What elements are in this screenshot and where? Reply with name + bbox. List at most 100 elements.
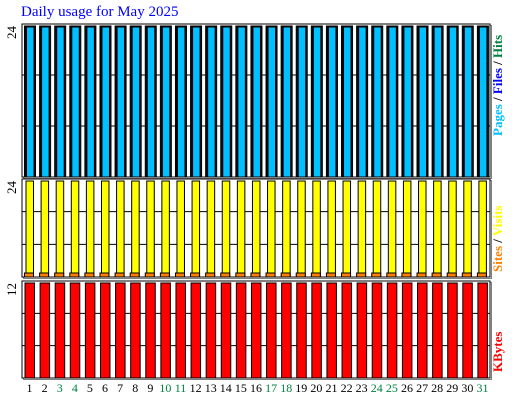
kbytes-bar <box>145 282 156 379</box>
sites-bar <box>235 272 246 278</box>
x-tick-label: 24 <box>371 381 383 395</box>
x-tick-label: 22 <box>341 381 353 395</box>
sites-bar <box>99 272 110 278</box>
legend-item: / <box>490 97 505 104</box>
kbytes-bar <box>190 282 202 379</box>
kbytes-bar <box>220 282 232 379</box>
x-tick-label: 14 <box>220 381 232 395</box>
pages-bar <box>343 26 352 178</box>
kbytes-bar <box>175 282 186 379</box>
pages-bar <box>222 26 231 178</box>
x-tick-label: 1 <box>27 381 33 395</box>
kbytes-bar <box>266 282 277 379</box>
x-tick-label: 25 <box>386 381 398 395</box>
kbytes-bar <box>235 282 247 379</box>
kbytes-bar <box>115 282 126 379</box>
x-tick-label: 5 <box>87 381 93 395</box>
sites-bar <box>24 272 34 278</box>
visits-bar <box>70 180 80 278</box>
x-tick-label: 26 <box>401 381 413 395</box>
pages-bar <box>267 26 277 178</box>
sites-bar <box>39 272 50 278</box>
legend-item: / <box>490 239 505 246</box>
sites-bar <box>476 272 487 278</box>
kbytes-bar <box>250 282 262 379</box>
sites-bar <box>69 272 80 278</box>
legends: Pages / Files / Hits Sites / Visits KBytes <box>490 35 505 372</box>
kbytes-bar <box>356 282 368 379</box>
visits-bar <box>402 180 412 278</box>
chart-title: Daily usage for May 2025 <box>21 4 179 20</box>
kbytes-bar <box>160 282 171 379</box>
pages-bar <box>176 26 186 178</box>
legend-top: Pages / Files / Hits <box>490 35 505 136</box>
visits-bar <box>312 180 321 278</box>
kbytes-bar <box>341 282 353 379</box>
sites-bar <box>159 272 170 278</box>
pages-bar <box>192 26 201 178</box>
x-tick-label: 8 <box>132 381 138 395</box>
pages-bar <box>448 26 458 178</box>
visits-bar <box>85 180 95 278</box>
pages-bar <box>41 26 50 178</box>
visits-bar <box>357 180 367 278</box>
x-tick-label: 23 <box>356 381 368 395</box>
x-tick-label: 10 <box>159 381 171 395</box>
pages-bar <box>56 26 65 178</box>
kbytes-bar <box>401 282 413 379</box>
pages-bar <box>463 26 473 178</box>
kbytes-bar <box>417 282 428 379</box>
sites-bar <box>341 272 352 278</box>
pages-bar <box>86 26 95 178</box>
pages-bar <box>146 26 156 178</box>
pages-bar <box>71 26 80 178</box>
y-tick-label: 12 <box>4 283 19 296</box>
x-tick-label: 30 <box>461 381 473 395</box>
x-tick-label: 7 <box>117 381 123 395</box>
kbytes-bar <box>69 282 81 379</box>
pages-bar <box>433 26 443 178</box>
kbytes-bar <box>39 282 51 379</box>
visits-bar <box>191 180 201 278</box>
visits-bar <box>176 180 185 278</box>
y-tick-label: 24 <box>4 26 19 40</box>
pages-bar <box>131 26 141 178</box>
sites-bar <box>250 272 261 278</box>
legend-item: / <box>490 61 505 68</box>
kbytes-bar <box>371 282 383 379</box>
sites-bar <box>144 272 155 278</box>
x-tick-label: 21 <box>325 381 337 395</box>
pages-bar <box>403 26 412 178</box>
pages-bar <box>373 26 382 178</box>
kbytes-bar <box>54 282 66 379</box>
y-tick-label: 24 <box>4 181 19 195</box>
y-tick-labels: 24 24 12 <box>4 26 19 297</box>
x-tick-label: 13 <box>205 381 217 395</box>
pages-bar <box>116 26 126 178</box>
visits-bar <box>161 180 170 278</box>
visits-bar <box>448 180 457 278</box>
kbytes-bar <box>281 282 292 379</box>
kbytes-bar <box>205 282 217 379</box>
sites-bar <box>310 272 321 278</box>
sites-bar <box>174 272 185 278</box>
kbytes-bar <box>311 282 322 379</box>
pages-bar <box>312 26 322 178</box>
visits-bar <box>478 180 487 278</box>
legend-middle: Sites / Visits <box>490 206 505 272</box>
pages-bar <box>252 26 261 178</box>
x-tick-label: 16 <box>250 381 262 395</box>
pages-bar <box>207 26 216 178</box>
legend-item: Sites <box>490 246 505 272</box>
visits-bar <box>282 180 291 278</box>
kbytes-bar <box>99 282 111 379</box>
pages-bar <box>26 26 35 178</box>
visits-bar <box>342 180 352 278</box>
visits-bar <box>327 180 336 278</box>
visits-bar <box>433 180 442 278</box>
x-tick-labels: 1 2 3 4 5 6 7 8 9 10 11 12 13 14 15 16 17 18 19 20 21 22 23 24 2… <box>27 381 489 395</box>
sites-bar <box>325 272 336 278</box>
x-tick-label: 12 <box>190 381 202 395</box>
x-tick-label: 29 <box>446 381 458 395</box>
x-tick-label: 11 <box>175 381 187 395</box>
